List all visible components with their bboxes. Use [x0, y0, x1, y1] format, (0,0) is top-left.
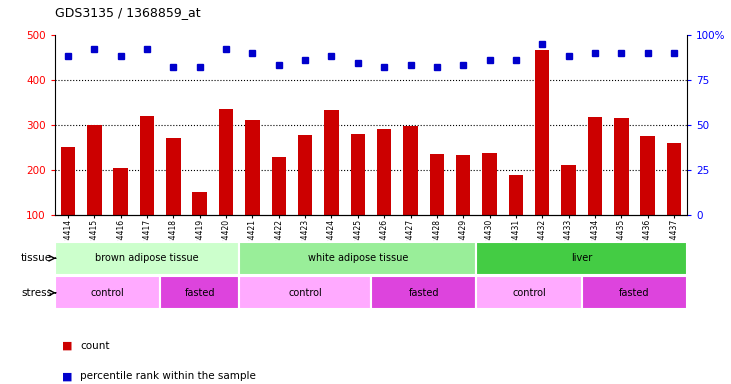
Bar: [192, 192, 207, 215]
Bar: [239, 242, 477, 275]
Bar: [298, 135, 312, 215]
Bar: [61, 147, 75, 215]
Bar: [271, 157, 286, 215]
Bar: [219, 109, 233, 215]
Bar: [239, 276, 371, 309]
Bar: [535, 50, 550, 215]
Bar: [140, 116, 154, 215]
Bar: [113, 168, 128, 215]
Bar: [667, 143, 681, 215]
Text: ■: ■: [62, 371, 72, 381]
Bar: [430, 154, 444, 215]
Bar: [588, 117, 602, 215]
Bar: [87, 125, 102, 215]
Bar: [582, 276, 687, 309]
Text: ■: ■: [62, 341, 72, 351]
Text: control: control: [288, 288, 322, 298]
Text: fasted: fasted: [184, 288, 215, 298]
Bar: [509, 175, 523, 215]
Bar: [482, 153, 497, 215]
Text: tissue: tissue: [21, 253, 52, 263]
Text: fasted: fasted: [619, 288, 650, 298]
Bar: [245, 120, 260, 215]
Bar: [477, 242, 687, 275]
Bar: [55, 242, 239, 275]
Bar: [404, 126, 417, 215]
Text: GDS3135 / 1368859_at: GDS3135 / 1368859_at: [55, 6, 200, 19]
Bar: [371, 276, 477, 309]
Bar: [456, 156, 471, 215]
Bar: [351, 134, 365, 215]
Text: control: control: [512, 288, 546, 298]
Bar: [640, 136, 655, 215]
Text: stress: stress: [21, 288, 52, 298]
Bar: [55, 276, 160, 309]
Bar: [561, 166, 576, 215]
Text: brown adipose tissue: brown adipose tissue: [95, 253, 199, 263]
Text: percentile rank within the sample: percentile rank within the sample: [80, 371, 257, 381]
Text: count: count: [80, 341, 110, 351]
Bar: [166, 138, 181, 215]
Text: liver: liver: [571, 253, 592, 263]
Bar: [160, 276, 239, 309]
Text: fasted: fasted: [409, 288, 439, 298]
Bar: [325, 110, 338, 215]
Text: control: control: [91, 288, 124, 298]
Bar: [614, 118, 629, 215]
Bar: [377, 129, 391, 215]
Bar: [477, 276, 582, 309]
Text: white adipose tissue: white adipose tissue: [308, 253, 408, 263]
